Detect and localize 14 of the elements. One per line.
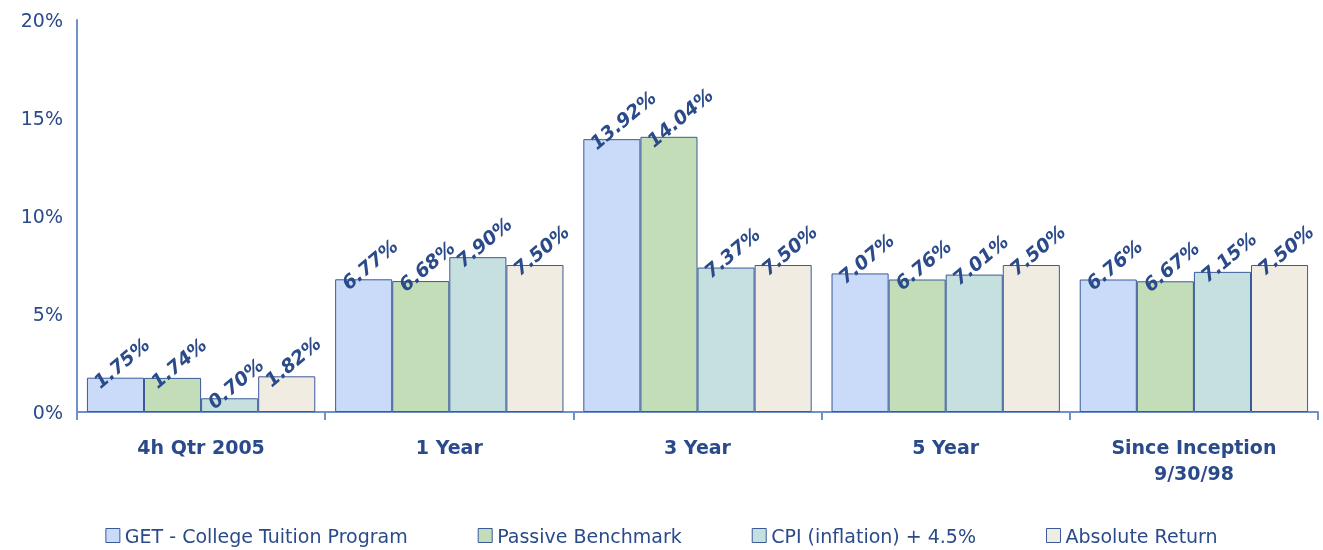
y-tick-label: 5% [32,303,63,325]
legend-label: CPI (inflation) + 4.5% [771,524,977,547]
legend-label: Passive Benchmark [497,524,682,547]
x-tick-label: 1 Year [415,436,484,458]
x-tick-label: 3 Year [664,436,732,458]
y-tick-label: 15% [20,107,63,129]
x-tick-label: Since Inception 9/30/98 [1111,436,1277,484]
x-tick-label: 5 Year [912,436,980,458]
legend-label: Absolute Return [1065,524,1218,547]
y-tick-label: 10% [20,205,63,227]
x-tick-label: 4h Qtr 2005 [137,436,265,458]
y-tick-label: 0% [32,401,63,423]
y-tick-label: 20% [20,9,63,31]
legend-label: GET - College Tuition Program [124,524,408,547]
